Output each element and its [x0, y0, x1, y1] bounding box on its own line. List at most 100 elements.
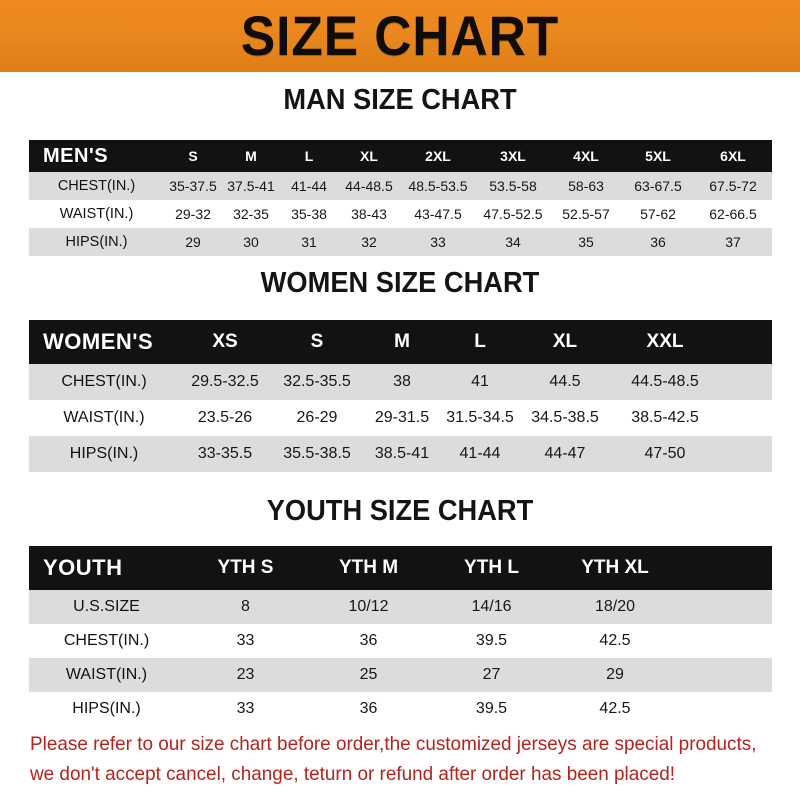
cell: 41	[471, 373, 489, 390]
cell: 18/20	[594, 598, 636, 615]
row-label-waist: WAIST(IN.)	[63, 409, 145, 426]
col-header-m: M	[394, 331, 410, 352]
cell: 44.5-48.5	[631, 373, 699, 390]
table-row: WAIST(IN.) 23.5-26 26-29 29-31.5 31.5-34…	[29, 400, 772, 436]
cell: 41-44	[291, 178, 327, 194]
cell-spacer	[677, 692, 772, 726]
col-header-spacer	[719, 320, 772, 364]
section-heading-youth: YOUTH SIZE CHART	[266, 495, 534, 527]
cell: 36	[650, 234, 666, 250]
page-title: SIZE CHART	[240, 4, 560, 67]
col-header-6xl: 6XL	[720, 148, 746, 164]
cell: 32-35	[233, 206, 269, 222]
cell: 36	[359, 632, 378, 649]
row-label-chest: CHEST(IN.)	[61, 373, 147, 390]
banner: SIZE CHART	[0, 0, 800, 72]
cell: 30	[243, 234, 259, 250]
youth-corner-label: YOUTH	[43, 555, 123, 580]
row-label-waist: WAIST(IN.)	[59, 206, 134, 222]
col-header-yth-l: YTH L	[464, 557, 519, 578]
col-header-l: L	[474, 331, 486, 352]
cell-spacer	[677, 590, 772, 624]
section-heading-women: WOMEN SIZE CHART	[260, 267, 540, 299]
cell: 33	[236, 700, 255, 717]
cell: 29.5-32.5	[191, 373, 259, 390]
cell-spacer	[719, 436, 772, 472]
table-row: HIPS(IN.) 29 30 31 32 33 34 35 36 37	[29, 228, 772, 256]
cell: 34.5-38.5	[531, 409, 599, 426]
col-header-m: M	[245, 148, 257, 164]
cell: 37	[725, 234, 741, 250]
cell-spacer	[719, 400, 772, 436]
cell: 62-66.5	[709, 206, 757, 222]
cell: 42.5	[599, 700, 631, 717]
cell: 8	[241, 598, 250, 615]
cell: 43-47.5	[414, 206, 462, 222]
cell: 33-35.5	[197, 445, 253, 462]
row-label-hips: HIPS(IN.)	[72, 700, 141, 717]
table-row: U.S.SIZE 8 10/12 14/16 18/20	[29, 590, 772, 624]
section-heading-man: MAN SIZE CHART	[283, 84, 517, 116]
cell: 10/12	[348, 598, 389, 615]
col-header-s: S	[188, 148, 198, 164]
cell: 36	[359, 700, 378, 717]
cell: 39.5	[475, 632, 508, 649]
table-row: WAIST(IN.) 29-32 32-35 35-38 38-43 43-47…	[29, 200, 772, 228]
cell: 32	[361, 234, 377, 250]
cell: 48.5-53.5	[408, 178, 468, 194]
cell: 29	[185, 234, 201, 250]
cell: 25	[359, 666, 378, 683]
cell: 33	[236, 632, 255, 649]
cell: 35.5-38.5	[283, 445, 351, 462]
cell: 41-44	[459, 445, 501, 462]
cell: 53.5-58	[489, 178, 537, 194]
cell: 23.5-26	[197, 409, 253, 426]
row-label-us-size: U.S.SIZE	[73, 598, 140, 615]
cell: 26-29	[296, 409, 338, 426]
col-header-5xl: 5XL	[645, 148, 671, 164]
cell: 23	[236, 666, 255, 683]
col-header-s: S	[310, 331, 324, 352]
cell-spacer	[677, 624, 772, 658]
col-header-2xl: 2XL	[425, 148, 451, 164]
cell: 57-62	[640, 206, 676, 222]
cell-spacer	[719, 364, 772, 400]
table-row: WAIST(IN.) 23 25 27 29	[29, 658, 772, 692]
cell-spacer	[677, 658, 772, 692]
table-row: HIPS(IN.) 33-35.5 35.5-38.5 38.5-41 41-4…	[29, 436, 772, 472]
col-header-xxl: XXL	[646, 331, 684, 352]
table-row: CHEST(IN.) 29.5-32.5 32.5-35.5 38 41 44.…	[29, 364, 772, 400]
table-header-row: MEN'S S M L XL 2XL 3XL 4XL 5XL 6XL	[29, 140, 772, 172]
cell: 38	[393, 373, 411, 390]
cell: 44-48.5	[345, 178, 393, 194]
row-label-hips: HIPS(IN.)	[65, 234, 128, 250]
table-row: CHEST(IN.) 35-37.5 37.5-41 41-44 44-48.5…	[29, 172, 772, 200]
cell: 38-43	[351, 206, 387, 222]
cell: 39.5	[475, 700, 508, 717]
col-header-3xl: 3XL	[500, 148, 526, 164]
cell: 33	[430, 234, 446, 250]
table-header-row: WOMEN'S XS S M L XL XXL	[29, 320, 772, 364]
men-size-table: MEN'S S M L XL 2XL 3XL 4XL 5XL 6XL CHEST…	[29, 140, 772, 256]
col-header-yth-s: YTH S	[217, 557, 274, 578]
cell: 29	[606, 666, 624, 683]
women-corner-label: WOMEN'S	[43, 329, 154, 354]
cell: 29-32	[175, 206, 211, 222]
cell: 29-31.5	[374, 409, 430, 426]
cell: 34	[505, 234, 521, 250]
women-size-table: WOMEN'S XS S M L XL XXL CHEST(IN.) 29.5-…	[29, 320, 772, 472]
col-header-spacer	[677, 546, 772, 590]
cell: 35	[578, 234, 594, 250]
col-header-xs: XS	[212, 331, 238, 352]
cell: 63-67.5	[634, 178, 682, 194]
cell: 38.5-41	[374, 445, 430, 462]
cell: 31	[301, 234, 317, 250]
cell: 38.5-42.5	[631, 409, 699, 426]
col-header-xl: XL	[552, 331, 578, 352]
footer-note-line-1: Please refer to our size chart before or…	[30, 733, 757, 755]
cell: 44-47	[544, 445, 586, 462]
cell: 58-63	[568, 178, 604, 194]
cell: 67.5-72	[709, 178, 757, 194]
row-label-chest: CHEST(IN.)	[63, 632, 150, 649]
cell: 47-50	[644, 445, 686, 462]
